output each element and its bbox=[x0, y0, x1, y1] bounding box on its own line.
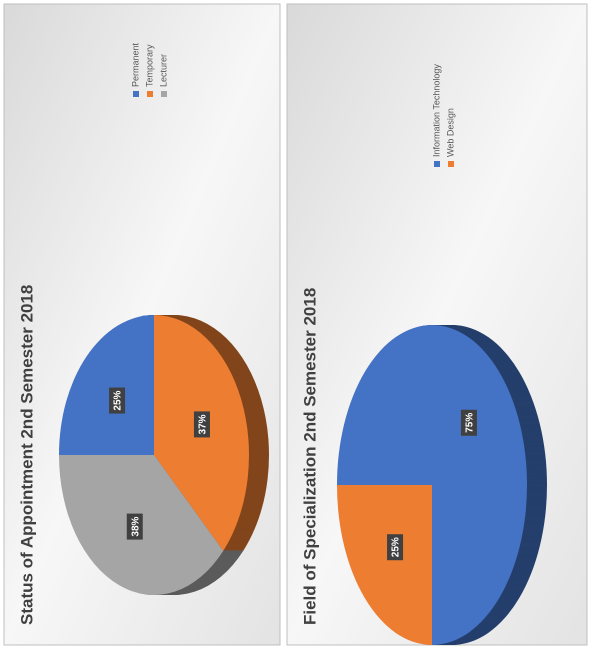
label-box bbox=[193, 411, 210, 438]
legend-label: Temporary bbox=[144, 44, 154, 87]
chart: Field of Specialization 2nd Semester 201… bbox=[300, 64, 547, 645]
legend-label: Permanent bbox=[130, 42, 140, 87]
label-box bbox=[109, 387, 126, 414]
legend-label: Lecturer bbox=[158, 54, 168, 87]
pie-slice bbox=[59, 315, 154, 455]
label-box bbox=[126, 513, 143, 540]
legend-swatch bbox=[161, 91, 167, 97]
label-box bbox=[387, 534, 404, 561]
chart-title: Status of Appointment 2nd Semester 2018 bbox=[17, 285, 36, 625]
legend-label: Web Design bbox=[445, 108, 455, 157]
data-label: 38% bbox=[130, 516, 141, 536]
legend-swatch bbox=[448, 161, 454, 167]
data-label: 75% bbox=[465, 413, 476, 433]
legend-swatch bbox=[133, 91, 139, 97]
data-label: 25% bbox=[113, 390, 124, 410]
data-label: 37% bbox=[198, 414, 209, 434]
chart-title: Field of Specialization 2nd Semester 201… bbox=[300, 288, 319, 625]
pie-slice bbox=[337, 485, 432, 645]
legend-swatch bbox=[147, 91, 153, 97]
legend-swatch bbox=[434, 161, 440, 167]
legend-label: Information Technology bbox=[431, 64, 441, 157]
data-label: 25% bbox=[391, 537, 402, 557]
label-box bbox=[460, 409, 477, 436]
chart: Status of Appointment 2nd Semester 2018 2… bbox=[17, 42, 269, 625]
